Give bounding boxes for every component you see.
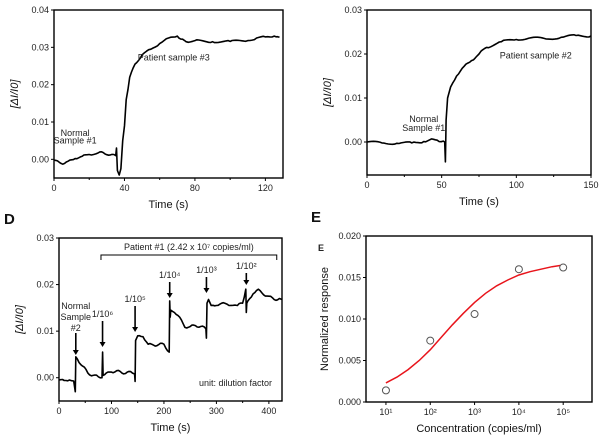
y-axis-label: Normalized response xyxy=(319,267,331,371)
data-point xyxy=(514,265,523,274)
series-line-response xyxy=(53,35,280,176)
y-tick-label: 0.03 xyxy=(31,42,49,52)
x-axis-label: Time (s) xyxy=(151,422,191,434)
x-tick-label: 200 xyxy=(156,406,171,416)
x-tick-label: 0 xyxy=(364,180,369,190)
y-axis-label: [ΔI/I0] xyxy=(14,304,26,335)
y-tick-label: 0.01 xyxy=(36,326,54,336)
annotation: Patient sample #2 xyxy=(500,50,572,60)
arrow-label: 1/10⁵ xyxy=(124,294,146,304)
data-point xyxy=(470,310,479,319)
plot-frame xyxy=(366,9,592,176)
y-tick-label: 0.02 xyxy=(344,49,362,59)
x-tick-label: 50 xyxy=(437,180,447,190)
x-tick-label: 120 xyxy=(258,183,273,193)
x-tick-label: 10³ xyxy=(468,407,481,417)
inner-label: E xyxy=(318,243,324,253)
x-tick-label: 10⁵ xyxy=(556,407,570,417)
chart-panel-D: 0 100 200 300 400 0.00 0.01 0.02 0.03 Time (s) [ΔI… xyxy=(4,211,283,434)
chart-panel-E: 10¹ 10² 10³ 10⁴ 10⁵ 0.000 0.005 0.010 0.015 0.020… xyxy=(311,209,593,435)
panel-label: E xyxy=(311,209,321,226)
y-tick-label: 0.02 xyxy=(31,80,49,90)
x-axis-label: Concentration (copies/ml) xyxy=(416,423,541,435)
bracket xyxy=(100,254,278,260)
series-line-response xyxy=(366,34,592,163)
x-tick-label: 10² xyxy=(424,407,437,417)
fit-curve xyxy=(385,264,564,384)
arrow-head xyxy=(132,327,139,332)
x-tick-label: 400 xyxy=(261,406,276,416)
data-point xyxy=(426,336,435,345)
y-tick-label: 0.005 xyxy=(338,356,361,366)
x-tick-label: 100 xyxy=(509,180,524,190)
x-tick-label: 10⁴ xyxy=(512,407,526,417)
arrow-label: Normal xyxy=(61,301,90,311)
plot-frame xyxy=(53,9,284,179)
arrow-label: 1/10⁴ xyxy=(159,270,181,280)
y-tick-label: 0.00 xyxy=(31,154,49,164)
x-tick-label: 10¹ xyxy=(379,407,392,417)
y-tick-label: 0.00 xyxy=(344,137,362,147)
data-point xyxy=(559,263,568,272)
unit-note: unit: dilution factor xyxy=(199,378,272,388)
chart-panel-A: 0 40 80 120 0.00 0.01 0.02 0.03 0.04 Time (s) [ΔI/… xyxy=(9,5,284,211)
arrow-label: 1/10⁶ xyxy=(92,309,114,319)
y-tick-label: 0.02 xyxy=(36,280,54,290)
arrow-label: #2 xyxy=(71,323,81,333)
y-tick-label: 0.03 xyxy=(36,233,54,243)
y-tick-label: 0.000 xyxy=(338,397,361,407)
arrow-head xyxy=(99,342,106,347)
arrow-label: 1/10² xyxy=(236,261,257,271)
x-tick-label: 80 xyxy=(190,183,200,193)
y-tick-label: 0.020 xyxy=(338,231,361,241)
y-tick-label: 0.04 xyxy=(31,5,49,15)
x-axis-label: Time (s) xyxy=(459,196,499,208)
plot-frame xyxy=(365,235,593,403)
y-tick-label: 0.01 xyxy=(31,117,49,127)
annotation: Patient sample #3 xyxy=(138,52,210,62)
bracket-label: Patient #1 (2.42 x 10⁷ copies/ml) xyxy=(124,242,254,252)
arrow-head xyxy=(203,288,210,293)
arrow-head xyxy=(166,293,173,298)
annotation: Normal xyxy=(409,114,438,124)
arrow-label: Sample xyxy=(61,312,92,322)
x-tick-label: 300 xyxy=(209,406,224,416)
x-tick-label: 100 xyxy=(104,406,119,416)
y-tick-label: 0.015 xyxy=(338,273,361,283)
annotation: Sample #1 xyxy=(54,135,97,145)
series-line-response xyxy=(58,288,283,393)
y-tick-label: 0.00 xyxy=(36,373,54,383)
x-tick-label: 150 xyxy=(583,180,598,190)
y-tick-label: 0.010 xyxy=(338,314,361,324)
y-axis-label: [ΔI/I0] xyxy=(322,77,334,108)
arrow-label: 1/10³ xyxy=(196,265,217,275)
arrow-head xyxy=(72,350,79,355)
plot-frame xyxy=(58,237,283,402)
x-tick-label: 0 xyxy=(51,183,56,193)
chart-panel-B: 0 50 100 150 0.00 0.01 0.02 0.03 Time (s) [ΔI/I0]… xyxy=(322,5,599,208)
arrow-head xyxy=(243,280,250,285)
data-point xyxy=(381,386,390,395)
x-tick-label: 40 xyxy=(119,183,129,193)
x-tick-label: 0 xyxy=(56,406,61,416)
y-axis-label: [ΔI/I0] xyxy=(9,79,21,110)
annotation: Sample #1 xyxy=(402,123,445,133)
panel-label: D xyxy=(4,211,15,228)
annotation: Normal xyxy=(61,128,90,138)
x-axis-label: Time (s) xyxy=(149,199,189,211)
y-tick-label: 0.03 xyxy=(344,5,362,15)
y-tick-label: 0.01 xyxy=(344,93,362,103)
